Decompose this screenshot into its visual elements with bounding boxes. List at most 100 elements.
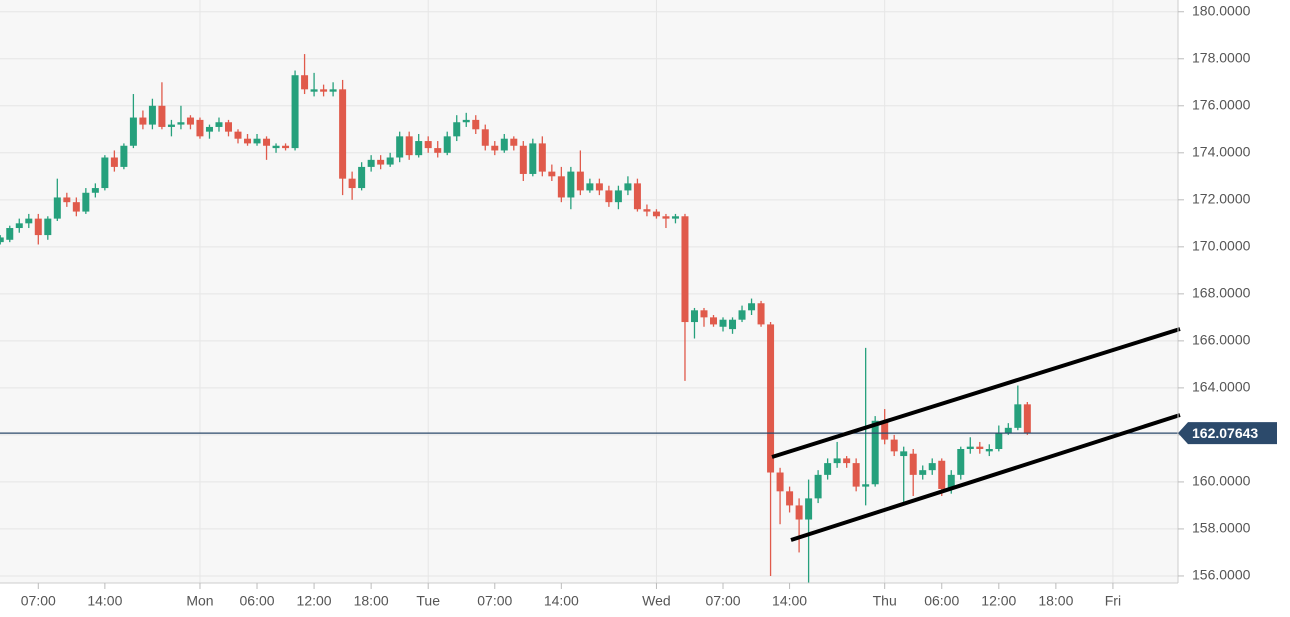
candle-body <box>795 505 803 520</box>
x-tick-label: 14:00 <box>544 593 579 609</box>
candle-body <box>320 89 328 92</box>
y-tick-label: 176.0000 <box>1192 96 1251 112</box>
candle-body <box>91 188 99 193</box>
candle-body <box>519 145 527 174</box>
candle-body <box>805 498 813 520</box>
candle-body <box>329 89 337 92</box>
x-tick-label: 18:00 <box>354 593 389 609</box>
candle-body <box>786 491 794 506</box>
candle-body <box>434 148 442 153</box>
candle-body <box>462 119 470 123</box>
x-tick-label: 07:00 <box>705 593 740 609</box>
candle-body <box>900 451 908 457</box>
candle-body <box>148 105 156 125</box>
y-tick-label: 178.0000 <box>1192 49 1251 65</box>
candle-body <box>843 458 851 464</box>
candle-body <box>767 324 775 473</box>
candle-body <box>748 303 756 311</box>
candle-body <box>814 474 822 499</box>
y-tick-label: 172.0000 <box>1192 191 1251 207</box>
candle-body <box>595 183 603 191</box>
candle-body <box>576 171 584 191</box>
x-tick-label: 06:00 <box>240 593 275 609</box>
candle-body <box>282 145 290 149</box>
candle-body <box>662 216 670 219</box>
y-tick-label: 156.0000 <box>1192 567 1251 583</box>
candle-body <box>234 131 242 139</box>
candle-body <box>443 136 451 153</box>
candle-body <box>538 143 546 172</box>
candle-body <box>491 145 499 151</box>
x-tick-label: Thu <box>873 593 897 609</box>
candle-body <box>424 141 432 149</box>
candle-body <box>557 176 565 198</box>
candle-body <box>244 138 252 144</box>
candle-body <box>63 197 71 203</box>
x-tick-label: 18:00 <box>1038 593 1073 609</box>
candle-body <box>301 75 309 90</box>
candle-body <box>890 439 898 452</box>
candle-body <box>624 183 632 191</box>
candle-body <box>129 117 137 146</box>
candle-body <box>224 122 232 132</box>
candle-body <box>643 209 651 212</box>
x-tick-label: Tue <box>416 593 440 609</box>
candle-body <box>472 119 480 130</box>
candle-body <box>139 117 147 125</box>
trend-line-upper <box>771 327 1181 459</box>
candle-body <box>729 319 737 330</box>
candle-body <box>215 122 223 127</box>
candle-body <box>1023 404 1031 433</box>
candle-body <box>348 178 356 189</box>
x-tick-label: 07:00 <box>21 593 56 609</box>
candle-body <box>291 75 299 149</box>
candle-body <box>776 472 784 492</box>
candle-body <box>101 157 109 189</box>
candle-body <box>53 197 61 219</box>
candle-body <box>700 310 708 318</box>
x-tick-label: 14:00 <box>87 593 122 609</box>
trend-line-lower <box>790 413 1181 542</box>
candle-body <box>253 138 261 144</box>
candle-body <box>719 319 727 327</box>
candle-body <box>110 157 118 167</box>
candle-body <box>158 105 166 127</box>
x-tick-label: Wed <box>642 593 671 609</box>
x-tick-label: 12:00 <box>297 593 332 609</box>
y-tick-label: 164.0000 <box>1192 379 1251 395</box>
candle-body <box>386 157 394 165</box>
candle-body <box>205 126 213 132</box>
candle-body <box>0 237 4 243</box>
candle-body <box>919 470 927 475</box>
candle-body <box>548 171 556 177</box>
plot-background <box>0 0 1178 583</box>
last-price-label: 162.07643 <box>1192 425 1258 441</box>
candle-body <box>567 171 575 198</box>
candle-body <box>757 303 765 325</box>
y-tick-label: 168.0000 <box>1192 285 1251 301</box>
candle-body <box>881 420 889 440</box>
candle-body <box>928 463 936 471</box>
candle-body <box>500 138 508 151</box>
x-tick-label: 06:00 <box>924 593 959 609</box>
candle-body <box>529 143 537 174</box>
candle-body <box>738 310 746 320</box>
last-price-tag <box>1178 422 1277 445</box>
candle-body <box>957 449 965 475</box>
candle-body <box>263 138 271 146</box>
candle-body <box>710 317 718 325</box>
candle-body <box>415 141 423 156</box>
candle-body <box>339 89 347 179</box>
candle-body <box>82 192 90 212</box>
axes: 156.0000158.0000160.0000162.0000164.0000… <box>21 2 1277 609</box>
candle-body <box>681 216 689 323</box>
candle-body <box>966 446 974 450</box>
candle-body <box>510 138 518 146</box>
x-tick-label: 07:00 <box>477 593 512 609</box>
candle-body <box>671 216 679 219</box>
candle-body <box>995 432 1003 450</box>
candle-body <box>405 136 413 156</box>
candle-body <box>272 145 280 149</box>
candle-body <box>938 460 946 489</box>
